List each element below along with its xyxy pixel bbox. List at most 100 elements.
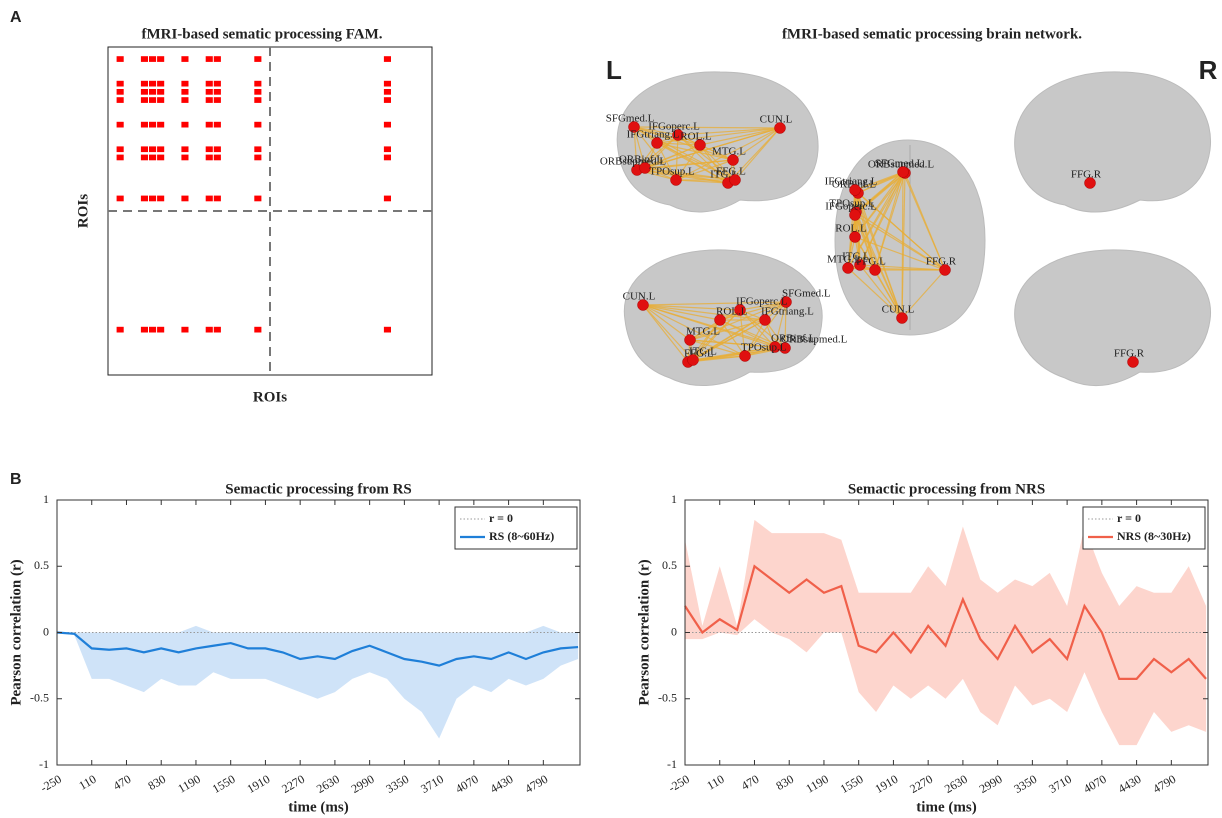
network-edge (644, 159, 734, 169)
matrix-cell (140, 89, 148, 95)
node-label: SFGmed.L (782, 288, 831, 300)
network-edge (901, 269, 946, 319)
matrix-cell (157, 121, 165, 128)
node-label: MTG.L (686, 326, 720, 338)
matrix-cell (383, 80, 391, 87)
matrix-cell (254, 146, 262, 153)
matrix-cell (116, 326, 124, 333)
node-label: IFGoperc.L (736, 296, 788, 308)
network-title: fMRI-based sematic processing brain netw… (782, 26, 1082, 42)
x-tick-label: 2990 (349, 772, 377, 796)
chart-title: fMRI-based sematic processing FAM. (141, 26, 382, 42)
x-tick-label: 2270 (279, 772, 307, 796)
matrix-cell (254, 326, 262, 333)
matrix-cell (383, 89, 391, 95)
matrix-cell (116, 97, 124, 103)
matrix-cell (157, 326, 165, 333)
network-edge (739, 301, 787, 311)
roi-node (896, 312, 908, 324)
matrix-cell (383, 121, 391, 128)
network-edge (699, 144, 736, 181)
matrix-cell (157, 56, 165, 62)
matrix-cell (157, 97, 165, 103)
matrix-cell (383, 146, 391, 153)
node-label: ORBsupmed.L (868, 159, 935, 171)
network-edge (734, 127, 781, 181)
chart-title: Semactic processing from RS (225, 481, 412, 497)
chart-title: Semactic processing from NRS (848, 481, 1045, 497)
legend-box (454, 506, 578, 550)
roi-node (869, 264, 881, 276)
roi-node (939, 264, 951, 276)
network-edge (642, 304, 691, 341)
x-axis-label: ROIs (253, 389, 287, 405)
x-tick-label: 4790 (1150, 772, 1178, 796)
matrix-cell (181, 154, 189, 161)
y-tick-label: 1 (43, 492, 49, 506)
network-edge (677, 134, 736, 181)
legend-label: r = 0 (489, 511, 513, 525)
x-tick-label: -250 (666, 772, 692, 795)
network-edge (633, 126, 701, 146)
network-edge (854, 214, 946, 271)
roi-node (684, 334, 696, 346)
network-edge (744, 319, 766, 357)
network-edge (642, 304, 741, 311)
roi-node (714, 314, 726, 326)
x-tick-label: 2270 (907, 772, 935, 796)
x-tick-label: 1190 (803, 772, 830, 796)
node-label: IFGtriang.L (761, 306, 814, 318)
network-edge (677, 127, 781, 136)
node-label: MTG.L (827, 254, 861, 266)
node-label: FFG.R (1071, 169, 1102, 181)
matrix-cell (213, 121, 221, 128)
network-edge (699, 144, 734, 161)
x-tick-label: 1550 (210, 772, 238, 796)
matrix-cell (205, 326, 213, 333)
matrix-cell (181, 97, 189, 103)
matrix-cell (213, 326, 221, 333)
y-tick-label: -1 (39, 757, 49, 771)
network-edge (854, 189, 903, 319)
matrix-cell (205, 154, 213, 161)
network-edge (689, 339, 776, 348)
roi-node (849, 209, 861, 221)
matrix-cell (149, 195, 157, 202)
matrix-cell (140, 146, 148, 153)
matrix-cell (181, 146, 189, 153)
confidence-band (57, 625, 579, 739)
x-tick-label: 3710 (418, 772, 446, 796)
network-edge (642, 304, 746, 357)
roi-node (628, 121, 640, 133)
network-edge (689, 301, 787, 341)
y-tick-label: 0 (671, 624, 677, 638)
matrix-cell (116, 80, 124, 87)
node-label: ROL.L (835, 223, 867, 235)
y-axis-label: Pearson correlation (r) (8, 559, 24, 705)
network-edge (692, 319, 721, 361)
network-edge (784, 301, 787, 349)
node-label: IFGoperc.L (825, 201, 877, 213)
series-line (56, 631, 579, 667)
x-tick-label: 470 (739, 772, 762, 793)
network-edge (739, 309, 786, 349)
node-label: IFGtriang.L (627, 129, 680, 141)
x-tick-label: 4430 (1116, 772, 1144, 796)
matrix-cell (116, 56, 124, 62)
network-edge (633, 126, 638, 171)
network-edge (901, 171, 904, 319)
node-label: SFGmed.L (875, 158, 924, 170)
y-tick-label: -0.5 (658, 691, 677, 705)
matrix-cell (205, 97, 213, 103)
roi-node (769, 341, 781, 353)
matrix-cell (181, 195, 189, 202)
series-line (684, 564, 1207, 680)
network-edge (774, 301, 787, 348)
legend-label: NRS (8~30Hz) (1117, 529, 1191, 543)
roi-node (734, 304, 746, 316)
x-tick-label: 2630 (314, 772, 342, 796)
x-axis-label: time (ms) (916, 799, 976, 815)
matrix-cell (116, 146, 124, 153)
matrix-cell (213, 195, 221, 202)
